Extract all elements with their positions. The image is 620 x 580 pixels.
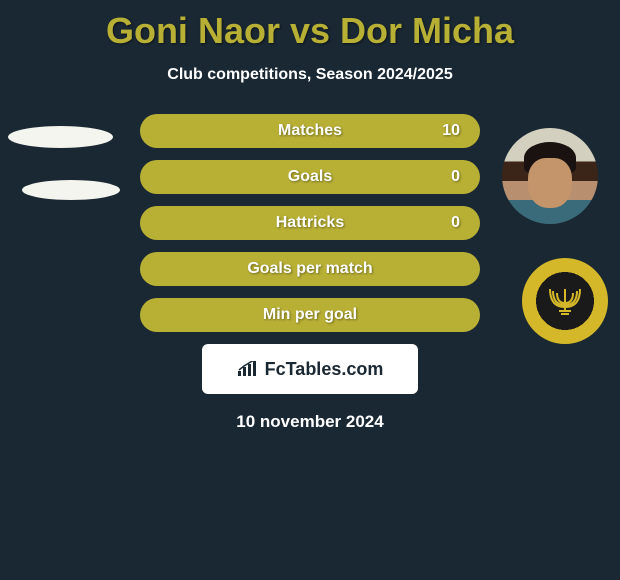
stat-value: 0 <box>451 214 460 232</box>
page-title: Goni Naor vs Dor Micha <box>0 0 620 52</box>
date-text: 10 november 2024 <box>0 412 620 432</box>
stat-row-goals-per-match: Goals per match <box>140 252 480 286</box>
brand-text: FcTables.com <box>265 359 384 380</box>
stat-label: Goals <box>288 168 332 186</box>
stat-value: 10 <box>442 122 460 140</box>
stat-label: Matches <box>278 122 342 140</box>
stat-row-hattricks: Hattricks 0 <box>140 206 480 240</box>
stat-label: Hattricks <box>276 214 344 232</box>
stat-label: Goals per match <box>247 260 372 278</box>
stat-label: Min per goal <box>263 306 357 324</box>
stat-value: 0 <box>451 168 460 186</box>
brand-badge: FcTables.com <box>202 344 418 394</box>
stat-row-goals: Goals 0 <box>140 160 480 194</box>
stat-row-min-per-goal: Min per goal <box>140 298 480 332</box>
subtitle: Club competitions, Season 2024/2025 <box>0 66 620 84</box>
stat-row-matches: Matches 10 <box>140 114 480 148</box>
stats-container: Matches 10 Goals 0 Hattricks 0 Goals per… <box>0 114 620 332</box>
chart-icon <box>237 361 257 377</box>
